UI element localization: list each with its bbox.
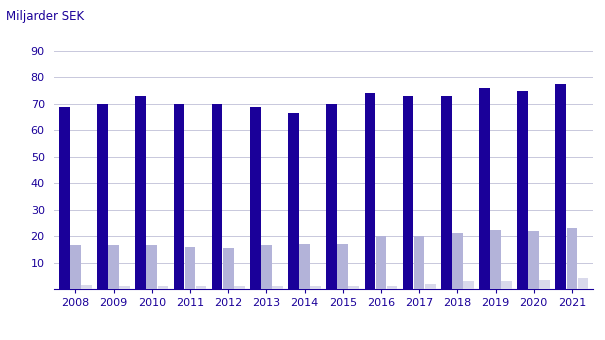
Bar [578,278,588,289]
Bar [376,236,387,289]
Bar [272,286,283,289]
Bar [502,281,512,289]
Bar [540,280,550,289]
Bar [234,286,244,289]
Legend: Energi, Transport, Föroreningar och naturresurser: Energi, Transport, Föroreningar och natu… [153,337,494,340]
Bar [365,93,375,289]
Bar [326,104,337,289]
Bar [441,96,451,289]
Text: Miljarder SEK: Miljarder SEK [6,10,84,23]
Bar [174,104,185,289]
Bar [310,286,321,289]
Bar [387,286,397,289]
Bar [414,236,425,289]
Bar [299,244,310,289]
Bar [185,247,195,289]
Bar [59,106,70,289]
Bar [119,286,130,289]
Bar [108,245,119,289]
Bar [463,281,474,289]
Bar [97,104,108,289]
Bar [223,248,234,289]
Bar [425,284,436,289]
Bar [288,113,299,289]
Bar [136,96,146,289]
Bar [157,286,168,289]
Bar [403,96,413,289]
Bar [490,230,501,289]
Bar [348,286,359,289]
Bar [196,286,206,289]
Bar [528,231,539,289]
Bar [146,245,157,289]
Bar [566,228,577,289]
Bar [250,106,261,289]
Bar [338,244,348,289]
Bar [261,245,272,289]
Bar [555,84,566,289]
Bar [70,245,81,289]
Bar [479,88,490,289]
Bar [452,234,463,289]
Bar [517,91,528,289]
Bar [212,104,223,289]
Bar [81,285,92,289]
